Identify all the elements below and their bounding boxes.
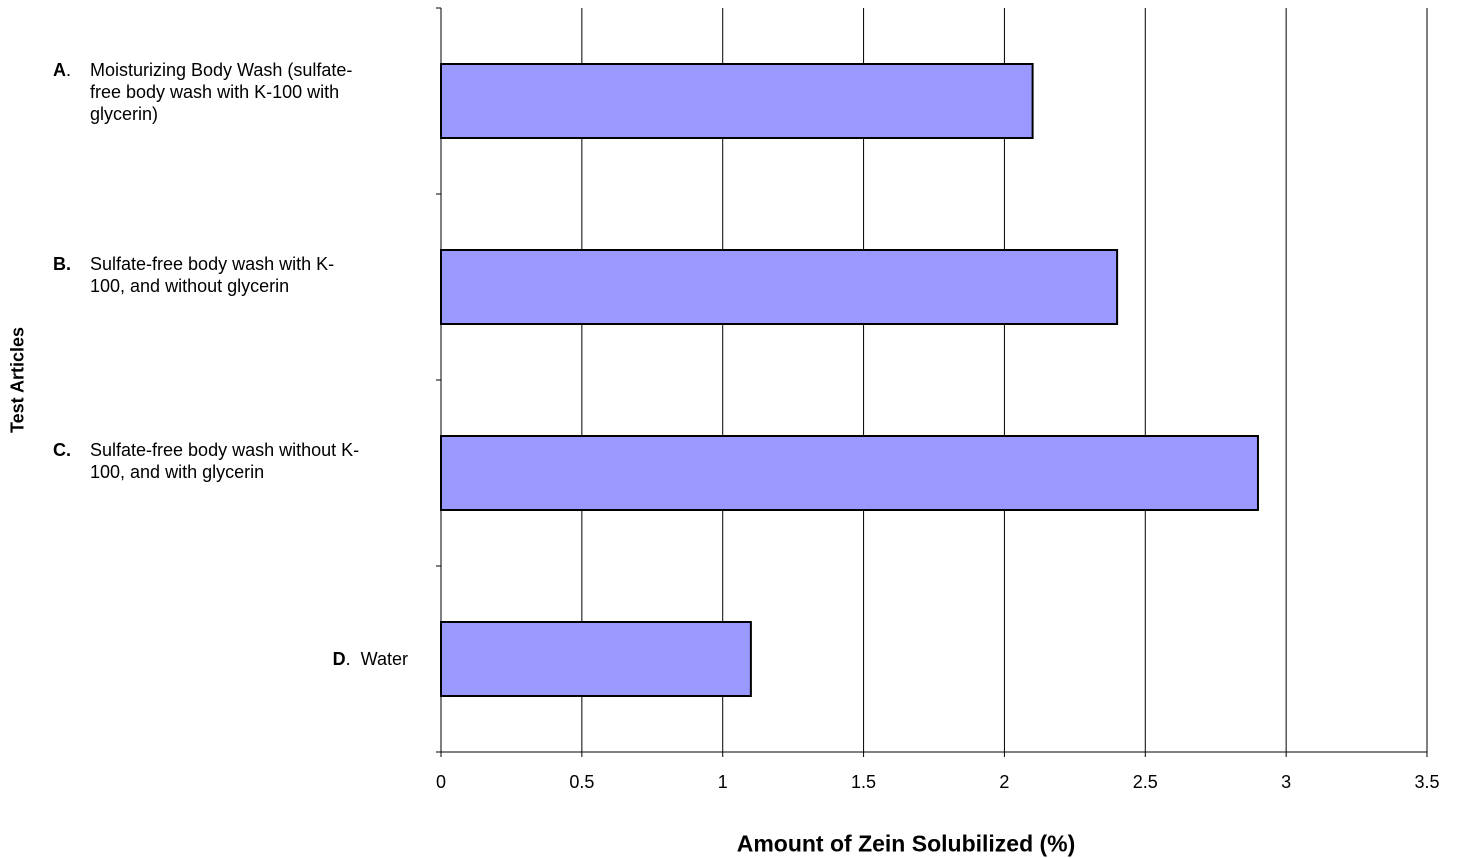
x-tick-label: 3.5	[1414, 772, 1439, 792]
bar	[440, 249, 1119, 325]
bar	[440, 435, 1259, 511]
category-label: D. Water	[332, 649, 408, 669]
x-tick-label: 2.5	[1133, 772, 1158, 792]
x-tick-label: 1	[718, 772, 728, 792]
x-tick-label: 2	[999, 772, 1009, 792]
category-label: B. Sulfate-free body wash with K- 100, and…	[53, 254, 335, 296]
x-tick-label: 0.5	[569, 772, 594, 792]
y-axis-title: Test Articles	[7, 326, 28, 434]
x-axis-title: Amount of Zein Solubilized (%)	[736, 830, 1076, 857]
category-label: C. Sulfate-free body wash without K- 100, …	[53, 440, 360, 482]
x-tick-label: 1.5	[851, 772, 876, 792]
x-tick-label: 0	[436, 772, 446, 792]
bar	[440, 621, 752, 697]
bar	[440, 63, 1034, 139]
x-tick-label: 3	[1281, 772, 1291, 792]
category-label: A. Moisturizing Body Wash (sulfate-free b…	[53, 60, 353, 124]
